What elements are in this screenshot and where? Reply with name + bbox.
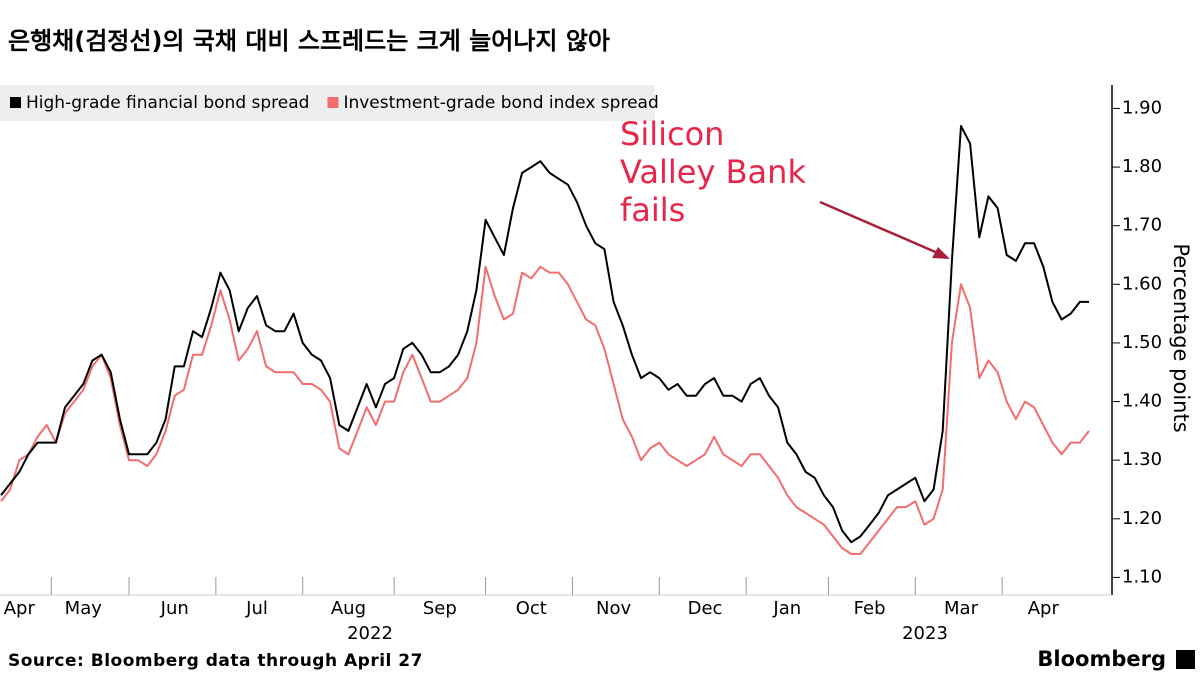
x-tick-label: Aug [331, 598, 366, 619]
legend-swatch [10, 97, 21, 108]
y-tick-label: 1.60 [1122, 273, 1162, 294]
legend-label: High-grade financial bond spread [26, 93, 309, 113]
series-line [0, 265, 1090, 555]
x-tick-label: Dec [688, 598, 723, 619]
x-tick-label: May [65, 598, 103, 619]
logo: Bloomberg [1037, 647, 1166, 671]
annotation-arrow [819, 200, 941, 256]
source: Source: Bloomberg data through April 27 [8, 651, 423, 671]
x-tick-label: Jul [245, 598, 268, 619]
annotation-arrowhead [932, 247, 950, 259]
annotation-text: Valley Bank [620, 153, 806, 191]
y-tick-label: 1.10 [1122, 566, 1162, 587]
x-tick-label: Feb [854, 598, 886, 619]
legend-swatch [327, 97, 339, 108]
series-line [0, 125, 1089, 544]
y-tick-label: 1.80 [1122, 156, 1162, 177]
y-tick-label: 1.20 [1122, 508, 1162, 529]
y-tick-label: 1.90 [1122, 97, 1162, 118]
x-year-label: 2023 [902, 623, 948, 644]
x-tick-label: Jun [160, 598, 189, 619]
x-year-label: 2022 [347, 623, 393, 644]
x-tick-label: Nov [596, 598, 631, 619]
y-tick-label: 1.30 [1122, 449, 1162, 470]
y-tick-label: 1.70 [1122, 215, 1162, 236]
x-tick-label: Mar [944, 598, 979, 619]
x-tick-label: Oct [516, 598, 547, 619]
x-tick-label: Apr [4, 598, 36, 619]
y-tick-label: 1.40 [1122, 391, 1162, 412]
legend-label: Investment-grade bond index spread [343, 93, 658, 113]
x-tick-label: Sep [423, 598, 457, 619]
x-tick-label: Jan [772, 598, 801, 619]
logo-icon [1176, 650, 1195, 669]
chart-title: 은행채(검정선)의 국채 대비 스프레드는 크게 늘어나지 않아 [8, 27, 610, 55]
annotation-text: fails [620, 191, 685, 229]
annotation-text: Silicon [620, 115, 724, 153]
y-tick-label: 1.50 [1122, 332, 1162, 353]
x-tick-label: Apr [1028, 598, 1060, 619]
y-axis-label: Percentage points [1169, 243, 1193, 432]
